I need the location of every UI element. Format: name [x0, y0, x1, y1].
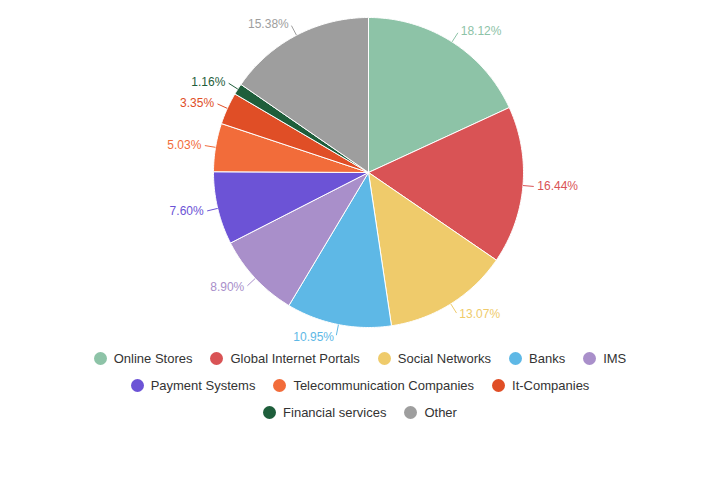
html-text:Payment Systems: Payment Systems	[150, 378, 256, 393]
html-text:Global Internet Portals: Global Internet Portals	[230, 351, 360, 366]
html-text:Online Stores: Online Stores	[113, 351, 193, 366]
svg-text:13.07%: 13.07%	[459, 307, 500, 321]
svg-text:16.44%: 16.44%	[537, 179, 578, 193]
html-text:Banks: Banks	[529, 351, 566, 366]
html-text:IMS: IMS	[603, 351, 627, 366]
html-text:Telecommunication Companies: Telecommunication Companies	[293, 378, 474, 393]
html-text:Social Networks: Social Networks	[397, 351, 491, 366]
svg-text:10.95%: 10.95%	[293, 330, 334, 344]
svg-text:5.03%: 5.03%	[167, 138, 201, 152]
svg-text:7.60%: 7.60%	[170, 204, 204, 218]
html-text:Other: Other	[424, 405, 457, 420]
svg-text:8.90%: 8.90%	[210, 280, 244, 294]
html-text:It-Companies: It-Companies	[512, 378, 590, 393]
svg-text:15.38%: 15.38%	[248, 17, 289, 31]
html-text:Financial services: Financial services	[283, 405, 387, 420]
svg-text:1.16%: 1.16%	[191, 75, 225, 89]
svg-text:3.35%: 3.35%	[180, 96, 214, 110]
svg-text:18.12%: 18.12%	[461, 24, 502, 38]
